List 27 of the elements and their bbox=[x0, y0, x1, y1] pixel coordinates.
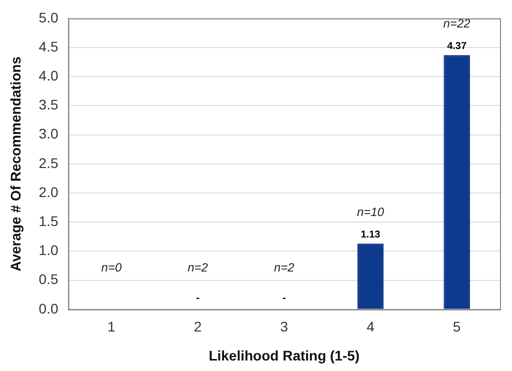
y-tick-label: 0.0 bbox=[38, 300, 58, 316]
x-axis-title: Likelihood Rating (1-5) bbox=[208, 347, 360, 364]
annotation: n=0 bbox=[101, 260, 122, 275]
x-tick-label: 3 bbox=[280, 318, 288, 335]
text: - bbox=[282, 293, 286, 304]
x-tick-label: 5 bbox=[452, 318, 461, 335]
data-label: 4.37 bbox=[447, 40, 467, 52]
annotation: n=22 bbox=[443, 16, 471, 30]
y-tick-label: 4.0 bbox=[38, 67, 58, 84]
y-axis-title: Average # Of Recommendations bbox=[7, 56, 24, 272]
data-label: 1.13 bbox=[360, 229, 381, 240]
annotation: n=10 bbox=[356, 204, 384, 219]
text: - bbox=[196, 293, 200, 304]
x-tick-label: 4 bbox=[366, 318, 375, 335]
y-tick-label: 0.5 bbox=[38, 271, 58, 288]
y-tick-label: 2.0 bbox=[38, 184, 58, 200]
y-tick-label: 5.0 bbox=[38, 9, 58, 26]
y-tick-label: 4.5 bbox=[38, 38, 58, 54]
y-tick-label: 1.5 bbox=[38, 212, 58, 229]
annotation: n=2 bbox=[188, 260, 208, 275]
y-tick-label: 1.0 bbox=[38, 242, 58, 258]
y-tick-label: 3.0 bbox=[38, 126, 58, 142]
y-tick-label: 2.5 bbox=[38, 154, 58, 171]
x-tick-label: 2 bbox=[194, 318, 202, 335]
x-tick-label: 1 bbox=[108, 318, 116, 335]
y-tick-label: 3.5 bbox=[38, 96, 58, 113]
annotation: n=2 bbox=[274, 260, 295, 275]
